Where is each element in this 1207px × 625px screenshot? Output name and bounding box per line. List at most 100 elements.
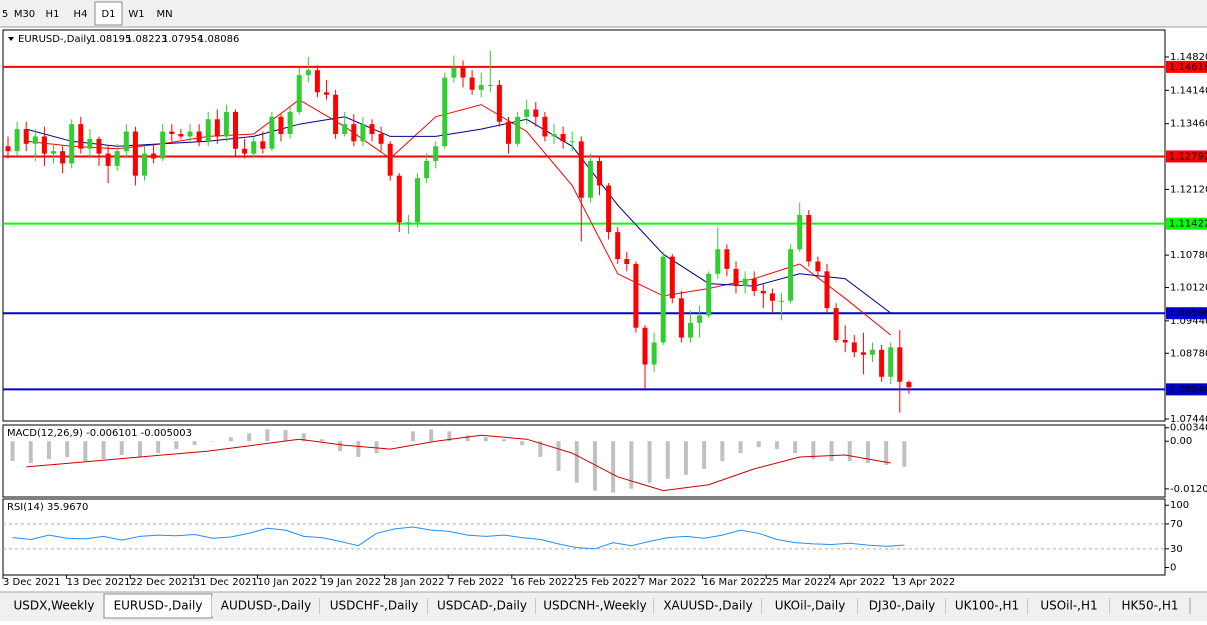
y-tick-label: 70 bbox=[1170, 519, 1183, 530]
candle-body bbox=[879, 349, 885, 377]
x-tick-label: 25 Feb 2022 bbox=[575, 577, 637, 588]
timeframe-button[interactable] bbox=[11, 2, 38, 25]
candle-body bbox=[515, 116, 521, 144]
price-tag-label: 1.09596 bbox=[1169, 308, 1207, 319]
candle-body bbox=[815, 261, 821, 272]
candle-body bbox=[697, 315, 703, 323]
timeframe-button[interactable] bbox=[94, 1, 123, 26]
candle-body bbox=[342, 124, 348, 134]
macd-bar bbox=[756, 441, 761, 448]
macd-bar bbox=[374, 441, 379, 454]
candle-body bbox=[460, 67, 466, 78]
candle-body bbox=[678, 298, 684, 338]
symbol-tab-label[interactable]: UK100-,H1 bbox=[955, 599, 1019, 613]
candle-body bbox=[551, 133, 557, 137]
symbol-tab[interactable] bbox=[654, 596, 762, 616]
timeframe-button[interactable] bbox=[123, 2, 150, 25]
candle-body bbox=[715, 249, 721, 274]
symbol-tab[interactable] bbox=[536, 596, 654, 616]
symbol-tab[interactable] bbox=[212, 596, 320, 616]
candle-body bbox=[833, 308, 839, 341]
price-tag-label: 1.08044 bbox=[1169, 384, 1207, 395]
macd-bar bbox=[556, 441, 561, 471]
candle-body bbox=[860, 352, 866, 355]
macd-signal bbox=[26, 434, 891, 492]
x-tick-label: 13 Dec 2021 bbox=[67, 577, 131, 588]
macd-bar bbox=[28, 441, 33, 463]
symbol-tab-label[interactable]: EURUSD-,Daily bbox=[114, 599, 203, 613]
candle-body bbox=[160, 131, 166, 159]
candle-body bbox=[842, 340, 848, 343]
macd-bar bbox=[793, 441, 798, 454]
macd-bar bbox=[228, 437, 233, 442]
symbol-tab-label[interactable]: DJ30-,Daily bbox=[869, 599, 936, 613]
x-tick-label: 22 Dec 2021 bbox=[130, 577, 194, 588]
symbol-tab[interactable] bbox=[1028, 596, 1110, 616]
candle-body bbox=[242, 148, 248, 154]
timeframe-button[interactable] bbox=[67, 2, 94, 25]
chart-title: EURUSD-,Daily bbox=[18, 34, 92, 45]
timeframe-label[interactable]: H1 bbox=[46, 9, 60, 20]
candle-body bbox=[888, 347, 894, 377]
y-tick-label: 1.13460 bbox=[1170, 119, 1207, 130]
symbol-tab[interactable] bbox=[1110, 596, 1190, 616]
macd-bar bbox=[683, 441, 688, 475]
macd-bar bbox=[247, 433, 252, 442]
symbol-tab[interactable] bbox=[762, 596, 858, 616]
symbol-tab-label[interactable]: UKOil-,Daily bbox=[775, 599, 846, 613]
candle-body bbox=[178, 133, 184, 137]
candle-body bbox=[51, 151, 56, 154]
price-tag bbox=[1166, 307, 1207, 320]
timeframe-label[interactable]: W1 bbox=[128, 9, 144, 20]
symbol-tab-label[interactable]: USDCHF-,Daily bbox=[330, 599, 418, 613]
symbol-tab[interactable] bbox=[858, 596, 946, 616]
candle-body bbox=[642, 327, 648, 365]
symbol-tab-label[interactable]: AUDUSD-,Daily bbox=[221, 599, 311, 613]
timeframe-label[interactable]: H4 bbox=[74, 9, 88, 20]
timeframe-label[interactable]: D1 bbox=[101, 9, 115, 20]
candle-body bbox=[23, 129, 29, 144]
symbol-tab[interactable] bbox=[428, 596, 536, 616]
price-tag bbox=[1166, 150, 1207, 163]
macd-bar bbox=[520, 441, 525, 446]
timeframe-label[interactable]: MN bbox=[156, 9, 172, 20]
macd-bar bbox=[483, 437, 488, 442]
symbol-tab-label[interactable]: XAUUSD-,Daily bbox=[663, 599, 752, 613]
symbol-tab-label[interactable]: USDCNH-,Weekly bbox=[543, 599, 646, 613]
candle-body bbox=[78, 124, 84, 149]
y-tick-label: 1.12120 bbox=[1170, 184, 1207, 195]
candle-body bbox=[132, 131, 138, 176]
symbol-tab-label[interactable]: USDX,Weekly bbox=[14, 599, 95, 613]
y-tick-label: 0.003408 bbox=[1170, 423, 1207, 434]
candle-body bbox=[660, 256, 666, 343]
price-tag-label: 1.14618 bbox=[1169, 62, 1207, 73]
timeframe-label[interactable]: 5 bbox=[2, 9, 8, 20]
candle-body bbox=[469, 77, 475, 90]
macd-bar bbox=[338, 441, 343, 452]
timeframe-label[interactable]: M30 bbox=[14, 9, 35, 20]
timeframe-button[interactable] bbox=[0, 2, 10, 25]
candle-body bbox=[287, 111, 293, 134]
candle-body bbox=[305, 70, 311, 76]
candle-body bbox=[351, 124, 357, 142]
candle-body bbox=[779, 300, 784, 302]
symbol-tab-label[interactable]: USOil-,H1 bbox=[1040, 599, 1097, 613]
x-tick-label: 3 Dec 2021 bbox=[3, 577, 61, 588]
x-tick-label: 7 Mar 2022 bbox=[639, 577, 696, 588]
candle-body bbox=[478, 84, 484, 90]
candle-body bbox=[196, 131, 202, 142]
symbol-tab[interactable] bbox=[946, 596, 1028, 616]
symbol-tab[interactable] bbox=[320, 596, 428, 616]
symbol-tab-label[interactable]: HK50-,H1 bbox=[1122, 599, 1179, 613]
symbol-tab-label[interactable]: USDCAD-,Daily bbox=[437, 599, 527, 613]
candle-body bbox=[96, 138, 102, 154]
macd-bar bbox=[447, 431, 452, 442]
macd-bar bbox=[210, 441, 215, 442]
x-tick-label: 31 Dec 2021 bbox=[194, 577, 258, 588]
timeframe-button[interactable] bbox=[39, 2, 66, 25]
candle-body bbox=[806, 214, 812, 262]
candle-body bbox=[587, 160, 593, 198]
symbol-tab[interactable] bbox=[4, 596, 104, 616]
timeframe-button[interactable] bbox=[151, 2, 178, 25]
